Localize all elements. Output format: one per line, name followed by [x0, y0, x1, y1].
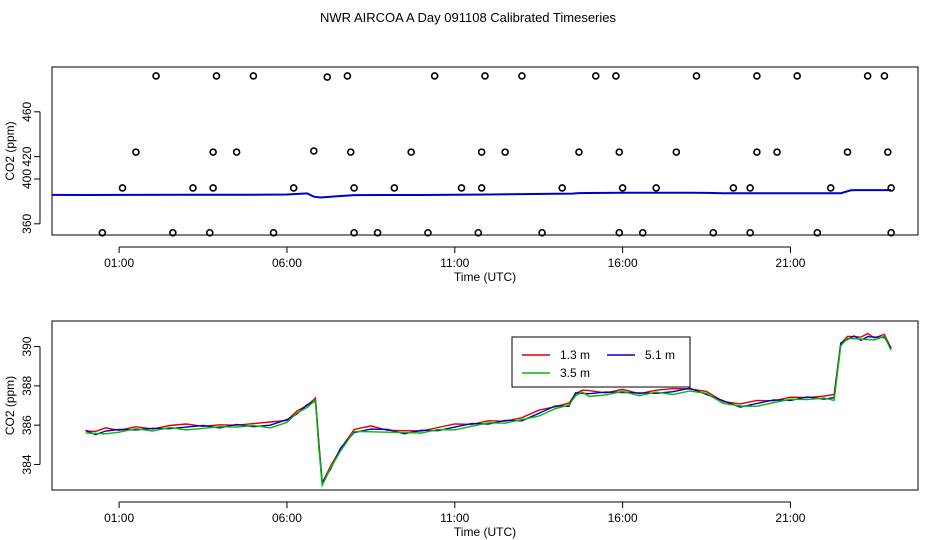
top-panel-calibration-point — [652, 184, 660, 192]
legend-label: 1.3 m — [560, 348, 590, 362]
top-panel-calibration-point — [169, 228, 177, 237]
legend-label: 3.5 m — [560, 366, 590, 380]
top-panel-calibration-point — [424, 228, 432, 237]
top-panel-calibration-point — [323, 73, 332, 81]
top-panel-calibration-point — [474, 228, 483, 237]
bottom-panel-series-5-1-m-line — [85, 335, 892, 485]
bottom-panel-x-tick-label: 06:00 — [272, 511, 302, 525]
top-panel-calibration-point — [481, 72, 489, 80]
top-panel-y-tick-label: 360 — [20, 213, 34, 233]
top-panel-y-tick-label: 420 — [20, 146, 34, 166]
top-panel-calibration-point — [793, 72, 801, 80]
top-panel-x-tick-label: 06:00 — [272, 256, 302, 270]
top-panel-calibration-point — [672, 148, 681, 156]
top-panel-calibration-point — [887, 228, 895, 237]
top-panel-calibration-point — [477, 184, 486, 192]
top-panel-calibration-point — [118, 184, 127, 192]
bottom-panel-y-tick-label: 384 — [20, 454, 34, 474]
top-panel-calibration-point — [729, 184, 738, 192]
top-panel-calibration-point — [212, 72, 221, 80]
bottom-panel-series-3-5-m-line — [85, 335, 892, 488]
top-panel-calibration-point — [746, 184, 754, 192]
top-panel-calibration-point — [289, 184, 298, 192]
top-panel-calibration-point — [883, 148, 892, 156]
top-panel-x-axis-label: Time (UTC) — [454, 270, 516, 284]
bottom-panel-series-1-3-m-line — [85, 332, 892, 486]
bottom-panel-x-tick-label: 11:00 — [440, 511, 469, 525]
top-panel-calibration-point — [826, 184, 835, 192]
top-panel-calibration-point — [843, 148, 852, 156]
top-panel-calibration-point — [249, 72, 258, 80]
top-panel-y-tick-label: 460 — [20, 101, 34, 121]
top-panel-calibration-point — [863, 72, 872, 80]
top-panel-calibration-point — [152, 72, 160, 80]
top-panel-calibration-point — [407, 148, 415, 156]
top-panel-calibration-point — [753, 72, 761, 80]
top-panel-calibration-point — [887, 184, 895, 192]
top-panel-calibration-point — [373, 228, 382, 237]
top-panel-calibration-point — [205, 228, 214, 237]
top-panel-x-tick-label: 16:00 — [608, 256, 638, 270]
top-panel-calibration-point — [746, 228, 754, 237]
top-panel-calibration-point — [346, 148, 355, 156]
top-panel-calibration-point — [343, 72, 352, 80]
top-panel-calibration-point — [132, 148, 140, 156]
top-panel-series-line — [51, 189, 892, 199]
chart-title: NWR AIRCOA A Day 091108 Calibrated Times… — [320, 10, 616, 25]
bottom-panel-x-tick-label: 16:00 — [608, 511, 638, 525]
top-panel-calibration-point — [390, 184, 399, 192]
top-panel-calibration-point — [350, 228, 358, 237]
top-panel-calibration-point — [615, 228, 624, 237]
bottom-panel-x-tick-label: 01:00 — [104, 511, 134, 525]
top-panel-x-tick-label: 21:00 — [775, 256, 805, 270]
top-panel-calibration-point — [538, 228, 546, 237]
top-panel-calibration-point — [269, 228, 278, 237]
top-panel-calibration-point — [232, 148, 241, 156]
top-panel-calibration-point — [518, 72, 526, 80]
top-panel-calibration-point — [350, 184, 358, 192]
bottom-panel-y-tick-label: 388 — [20, 376, 34, 396]
top-panel-calibration-point — [692, 72, 701, 80]
bottom-panel-x-axis-label: Time (UTC) — [454, 525, 516, 539]
bottom-panel-y-tick-label: 386 — [20, 415, 34, 435]
top-panel-calibration-point — [753, 148, 761, 156]
bottom-panel-x-tick-label: 21:00 — [775, 511, 805, 525]
top-panel-calibration-point — [880, 72, 889, 80]
top-panel-calibration-point — [813, 228, 822, 237]
top-panel-x-tick-label: 11:00 — [440, 256, 469, 270]
top-panel-y-axis-label: CO2 (ppm) — [3, 121, 17, 180]
top-panel-calibration-point — [773, 148, 781, 156]
bottom-panel-y-axis-label: CO2 (ppm) — [3, 376, 17, 435]
top-panel-calibration-point — [615, 148, 624, 156]
top-panel-calibration-point — [189, 184, 197, 192]
top-panel-calibration-point — [457, 184, 466, 192]
top-panel-plot-frame — [51, 66, 919, 236]
top-panel-calibration-point — [98, 228, 107, 237]
legend-label: 5.1 m — [645, 348, 675, 362]
top-panel-calibration-point — [477, 148, 486, 156]
top-panel-calibration-point — [501, 148, 509, 156]
top-panel-calibration-point — [430, 72, 439, 80]
top-panel-calibration-point — [209, 184, 217, 192]
top-panel-y-tick-label: 400 — [20, 169, 34, 189]
bottom-panel-y-tick-label: 390 — [20, 336, 34, 356]
top-panel-calibration-point — [558, 184, 567, 192]
top-panel-calibration-point — [310, 147, 318, 155]
top-panel-calibration-point — [209, 148, 217, 156]
top-panel-calibration-point — [575, 148, 583, 156]
legend-box — [511, 336, 691, 388]
top-panel-calibration-point — [638, 228, 647, 237]
top-panel-calibration-point — [618, 184, 627, 192]
bottom-panel-plot-frame — [51, 320, 919, 491]
top-panel-calibration-point — [612, 72, 620, 80]
top-panel-calibration-point — [591, 72, 600, 80]
top-panel-calibration-point — [709, 228, 718, 237]
top-panel-x-tick-label: 01:00 — [104, 256, 134, 270]
